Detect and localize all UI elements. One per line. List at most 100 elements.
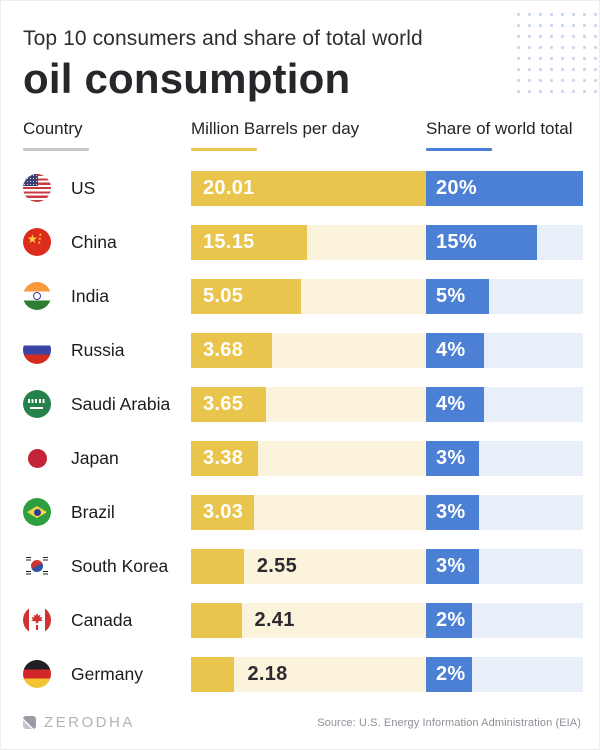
share-header-underline [426,148,492,152]
barrels-bar: 3.68 [191,332,273,368]
column-header-country: Country [23,119,191,152]
column-header-row: Country Million Barrels per day Share of… [23,119,583,152]
share-value-label: 3% [436,500,466,523]
south-korea-flag-icon [23,552,51,581]
share-bar-track: 20% [426,170,583,206]
country-header-underline [23,148,89,152]
barrels-value-label: 2.55 [256,554,298,577]
barrels-bar-track: 5.05 [191,278,426,314]
zerodha-kite-icon [23,716,36,729]
share-value-label: 4% [436,392,466,415]
share-bar-track: 2% [426,656,583,692]
table-row: China 15.15 15% [23,215,583,269]
barrels-value-label: 3.65 [203,392,244,415]
column-header-share-label: Share of world total [426,119,573,139]
japan-flag-icon [23,444,51,473]
barrels-bar [191,656,235,692]
barrels-bar [191,548,244,584]
barrels-bar-track: 2.18 [191,656,426,692]
share-bar-track: 3% [426,494,583,530]
table-row: India 5.05 5% [23,269,583,323]
brand-name: ZERODHA [44,714,135,731]
country-label: Brazil [71,501,115,522]
share-bar: 2% [426,656,472,692]
brand-logo: ZERODHA [23,714,135,731]
share-value-label: 2% [436,608,466,631]
canada-flag-icon [23,606,51,635]
share-value-label: 3% [436,446,466,469]
column-header-country-label: Country [23,119,83,139]
table-row: Brazil 3.03 3% [23,485,583,539]
table-row: Japan 3.38 3% [23,431,583,485]
barrels-bar: 15.15 [191,224,308,260]
barrels-bar: 3.03 [191,494,255,530]
country-label: Russia [71,339,125,360]
barrels-bar-track: 3.65 [191,386,426,422]
india-flag-icon [23,282,51,311]
brazil-flag-icon [23,498,51,527]
share-value-label: 3% [436,554,466,577]
footer: ZERODHA Source: U.S. Energy Information … [23,714,581,735]
share-bar: 3% [426,494,479,530]
germany-flag-icon [23,660,51,689]
table-row: Saudi Arabia 3.65 4% [23,377,583,431]
country-label: Japan [71,447,119,468]
barrels-bar-track: 20.01 [191,170,426,206]
barrels-bar-track: 15.15 [191,224,426,260]
barrels-value-label: 2.18 [247,662,288,685]
barrels-bar: 20.01 [191,170,426,206]
barrels-bar-track: 3.38 [191,440,426,476]
share-bar: 3% [426,548,479,584]
country-label: China [71,231,117,252]
barrels-bar-track: 2.55 [191,548,426,584]
china-flag-icon [23,228,51,257]
column-header-share: Share of world total [426,119,583,152]
barrels-bar: 3.65 [191,386,267,422]
country-label: US [71,177,96,198]
barrels-bar [191,602,242,638]
chart-rows: US 20.01 20% China 15.15 15% India [23,161,583,701]
barrels-value-label: 5.05 [203,284,244,307]
share-bar-track: 4% [426,386,583,422]
country-label: Germany [71,663,143,684]
share-bar: 2% [426,602,472,638]
barrels-header-underline [191,148,257,152]
column-header-barrels: Million Barrels per day [191,119,426,152]
saudi-arabia-flag-icon [23,390,51,419]
column-header-barrels-label: Million Barrels per day [191,119,360,139]
barrels-value-label: 2.41 [254,608,295,631]
share-value-label: 2% [436,662,466,685]
barrels-bar-track: 3.03 [191,494,426,530]
share-value-label: 20% [436,176,477,199]
russia-flag-icon [23,336,51,365]
chart-title: oil consumption [23,55,351,102]
table-row: Canada 2.41 2% [23,593,583,647]
country-label: India [71,285,109,306]
source-attribution: Source: U.S. Energy Information Administ… [317,716,581,729]
barrels-value-label: 15.15 [203,230,255,253]
barrels-bar-track: 2.41 [191,602,426,638]
barrels-bar-track: 3.68 [191,332,426,368]
share-bar-track: 2% [426,602,583,638]
chart-subtitle: Top 10 consumers and share of total worl… [23,27,423,50]
barrels-bar: 5.05 [191,278,302,314]
country-label: South Korea [71,555,169,576]
table-row: South Korea 2.55 3% [23,539,583,593]
table-row: US 20.01 20% [23,161,583,215]
share-bar-track: 4% [426,332,583,368]
share-value-label: 5% [436,284,466,307]
country-label: Saudi Arabia [71,393,171,414]
country-label: Canada [71,609,133,630]
share-bar: 4% [426,386,485,422]
barrels-bar: 3.38 [191,440,258,476]
table-row: Russia 3.68 4% [23,323,583,377]
share-bar-track: 15% [426,224,583,260]
share-bar-track: 5% [426,278,583,314]
barrels-value-label: 20.01 [203,176,255,199]
dot-pattern-decoration [511,7,599,93]
barrels-value-label: 3.68 [203,338,244,361]
us-flag-icon [23,174,51,203]
share-value-label: 15% [436,230,477,253]
share-bar: 3% [426,440,479,476]
